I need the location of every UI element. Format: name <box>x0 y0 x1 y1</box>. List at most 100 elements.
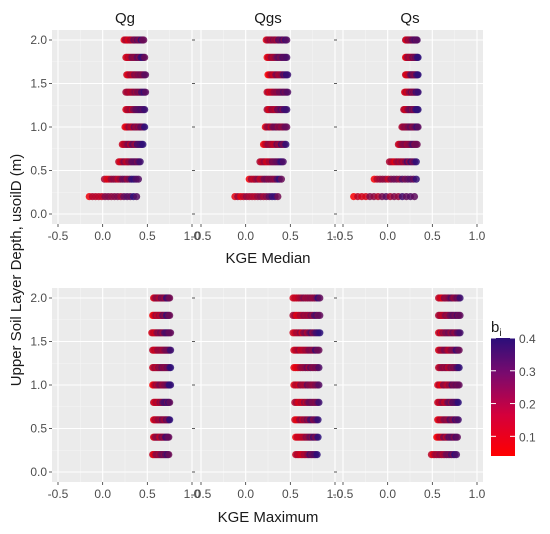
panel-qg-row1: -0.5 0.0 0.5 1.00.00.51.01.52.0 <box>30 30 201 243</box>
y-tick-label: 1.5 <box>30 335 47 349</box>
scatter-point <box>452 451 461 459</box>
scatter-point <box>283 106 291 114</box>
y-axis-title: Upper Soil Layer Depth, usoilD (m) <box>8 154 25 387</box>
scatter-point <box>314 433 322 441</box>
scatter-point <box>414 123 422 131</box>
scatter-point <box>141 123 149 131</box>
scatter-point <box>166 294 174 302</box>
x-tick-label: -0.5 <box>333 229 354 243</box>
scatter-point <box>140 36 148 44</box>
scatter-point <box>274 193 282 201</box>
colorbar-tick-label: 0.3 <box>519 365 536 379</box>
scatter-point <box>166 346 175 354</box>
y-tick-label: 0.0 <box>30 465 47 479</box>
scatter-point <box>412 175 420 183</box>
x-tick-label: 0.0 <box>94 487 111 501</box>
scatter-point <box>410 193 419 201</box>
x-tick-label: 0.0 <box>237 487 254 501</box>
scatter-point <box>141 106 149 114</box>
scatter-point <box>165 433 173 441</box>
x-axis-title-maximum: KGE Maximum <box>218 509 319 526</box>
colorbar-legend: bi 0.1 0.2 0.3 0.4 <box>491 319 536 456</box>
scatter-point <box>456 329 464 337</box>
scatter-point <box>166 416 174 424</box>
scatter-point <box>453 433 461 441</box>
y-tick-label: 1.0 <box>30 120 47 134</box>
y-tick-label: 2.0 <box>30 291 47 305</box>
scatter-point <box>136 158 144 166</box>
colorbar-tick-label: 0.2 <box>519 398 536 412</box>
scatter-point <box>283 36 291 44</box>
x-tick-label: -0.5 <box>48 229 69 243</box>
x-tick-label: -0.5 <box>191 229 212 243</box>
x-tick-label: 0.5 <box>282 229 299 243</box>
scatter-point <box>313 451 321 459</box>
x-tick-label: 0.5 <box>424 229 441 243</box>
scatter-point <box>166 329 175 337</box>
panel-qgs-row1: -0.5 0.0 0.5 1.0 <box>191 30 344 243</box>
panel-qs-row2: -0.5 0.0 0.5 1.0 <box>333 288 486 501</box>
scatter-point <box>166 381 175 389</box>
scatter-point <box>455 364 463 372</box>
scatter-point <box>279 158 287 166</box>
scatter-point <box>314 416 322 424</box>
panel-qs-row1: -0.5 0.0 0.5 1.0 <box>333 30 486 243</box>
scatter-point <box>455 381 463 389</box>
x-axis-title-median: KGE Median <box>225 250 310 267</box>
scatter-point <box>454 398 462 406</box>
colorbar-ticks: 0.1 0.2 0.3 0.4 <box>491 332 536 444</box>
scatter-point <box>141 88 150 96</box>
strip-label-qgs: Qgs <box>254 10 282 27</box>
legend-title-base: b <box>491 319 499 336</box>
scatter-point <box>134 175 142 183</box>
scatter-point <box>456 294 464 302</box>
scatter-point <box>166 398 174 406</box>
scatter-point <box>282 140 290 148</box>
x-tick-label: 0.0 <box>94 229 111 243</box>
strip-label-qg: Qg <box>115 10 135 27</box>
x-tick-label: 1.0 <box>469 229 486 243</box>
y-tick-label: 0.0 <box>30 207 47 221</box>
y-tick-label: 1.5 <box>30 77 47 91</box>
colorbar-tick-label: 0.4 <box>519 332 536 346</box>
scatter-point <box>456 311 464 319</box>
scatter-point <box>283 123 291 131</box>
strip-label-qs: Qs <box>400 10 419 27</box>
x-tick-label: 1.0 <box>184 487 201 501</box>
legend-title-subscript: i <box>499 328 501 339</box>
x-tick-label: 0.5 <box>139 229 156 243</box>
scatter-point <box>133 193 141 201</box>
scatter-point <box>413 36 421 44</box>
y-tick-label: 0.5 <box>30 164 47 178</box>
x-tick-label: -0.5 <box>333 487 354 501</box>
scatter-point <box>316 311 324 319</box>
scatter-point <box>166 364 175 372</box>
scatter-point <box>414 53 422 62</box>
x-tick-label: 0.0 <box>379 487 396 501</box>
scatter-point <box>284 71 292 79</box>
x-tick-label: 1.0 <box>327 229 344 243</box>
x-tick-label: 1.0 <box>327 487 344 501</box>
x-tick-label: 1.0 <box>184 229 201 243</box>
colorbar-tick-label: 0.1 <box>519 430 536 444</box>
legend-title: bi <box>491 319 502 339</box>
scatter-point <box>315 364 323 372</box>
scatter-point <box>315 398 323 406</box>
scatter-point <box>455 346 463 354</box>
x-tick-label: 1.0 <box>469 487 486 501</box>
panel-qg-row2: -0.5 0.0 0.5 1.00.00.51.01.52.0 <box>30 288 201 501</box>
x-tick-label: 0.5 <box>424 487 441 501</box>
scatter-point <box>412 158 420 166</box>
scatter-point <box>141 53 149 62</box>
y-tick-label: 2.0 <box>30 33 47 47</box>
scatter-point <box>141 71 150 79</box>
x-tick-label: -0.5 <box>48 487 69 501</box>
scatter-point <box>315 381 323 389</box>
x-tick-label: 0.5 <box>282 487 299 501</box>
x-tick-label: 0.5 <box>139 487 156 501</box>
scatter-point <box>277 175 285 183</box>
x-tick-label: -0.5 <box>191 487 212 501</box>
scatter-point <box>316 294 324 302</box>
